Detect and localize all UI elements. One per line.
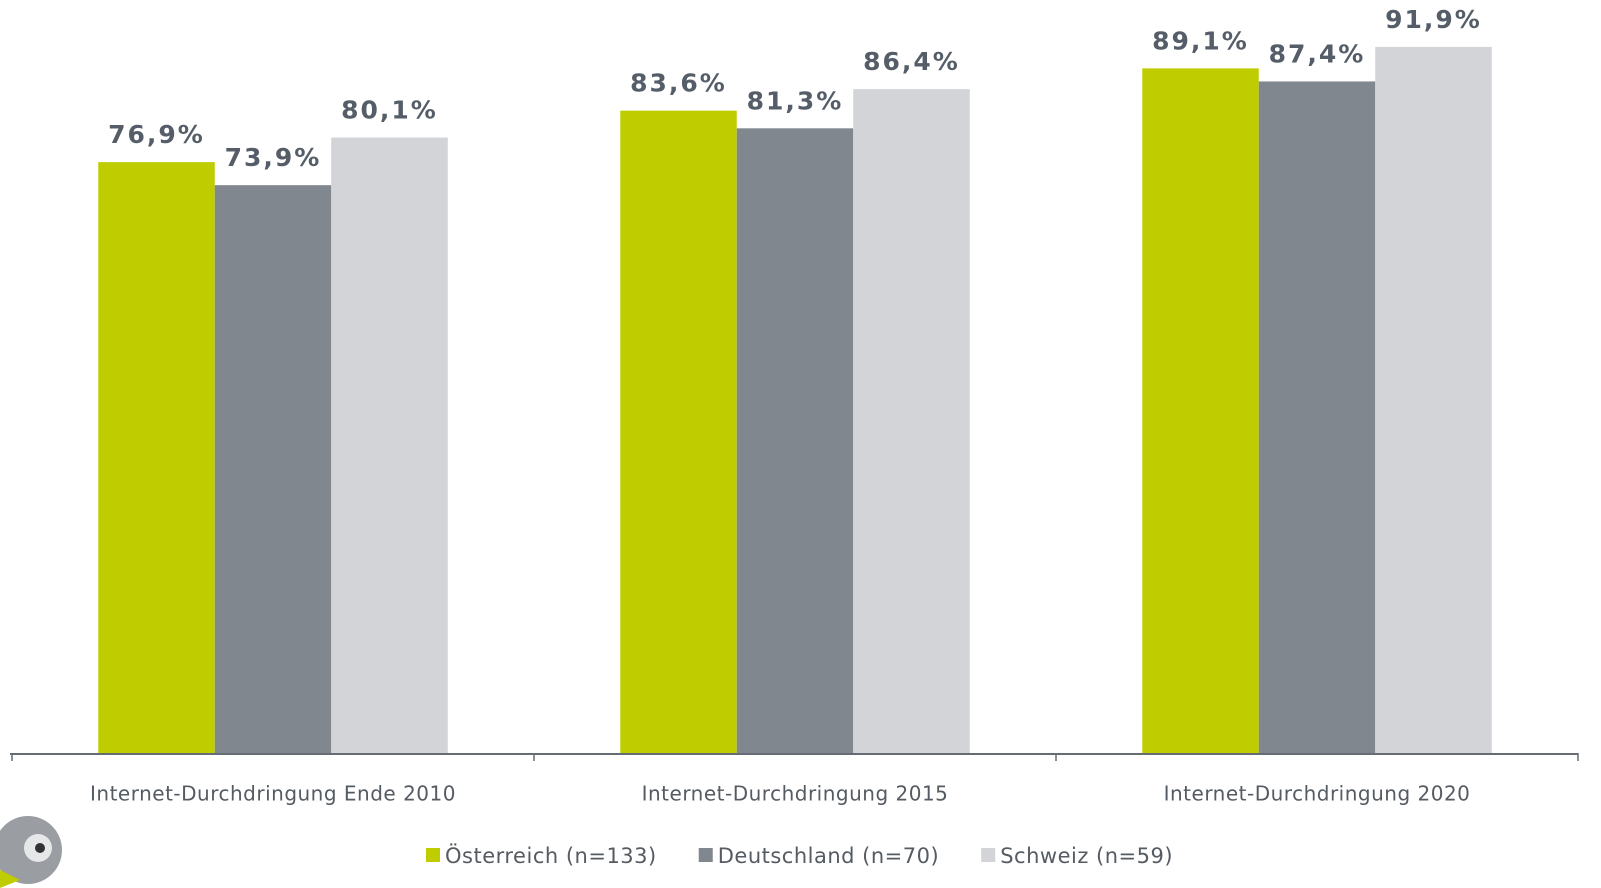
bar: [98, 162, 215, 754]
bar: [1258, 81, 1376, 753]
value-label: 80,1%: [341, 96, 438, 125]
x-tick-label: Internet-Durchdringung 2020: [1164, 782, 1471, 806]
bar: [214, 185, 332, 754]
x-tick-label: Internet-Durchdringung Ende 2010: [90, 782, 456, 806]
legend-label: Deutschland (n=70): [718, 844, 939, 868]
legend-label: Schweiz (n=59): [1000, 844, 1173, 868]
bar: [1375, 46, 1492, 753]
value-label: 86,4%: [863, 47, 960, 76]
value-label: 76,9%: [108, 120, 205, 149]
bar: [620, 110, 737, 753]
value-label: 73,9%: [225, 143, 322, 172]
value-label: 81,3%: [747, 86, 844, 115]
value-label: 83,6%: [630, 69, 727, 98]
bar: [853, 89, 970, 753]
legend-swatch: [698, 848, 713, 862]
legend-label: Österreich (n=133): [445, 843, 657, 868]
bar: [1142, 68, 1259, 753]
value-label: 89,1%: [1152, 26, 1249, 55]
x-tick-label: Internet-Durchdringung 2015: [642, 782, 949, 806]
value-label: 91,9%: [1385, 5, 1482, 34]
legend-swatch: [426, 848, 440, 862]
mascot-icon: [0, 816, 62, 888]
bar: [331, 137, 448, 754]
value-label: 87,4%: [1269, 39, 1366, 68]
legend-swatch: [981, 848, 996, 862]
bar: [736, 128, 854, 753]
